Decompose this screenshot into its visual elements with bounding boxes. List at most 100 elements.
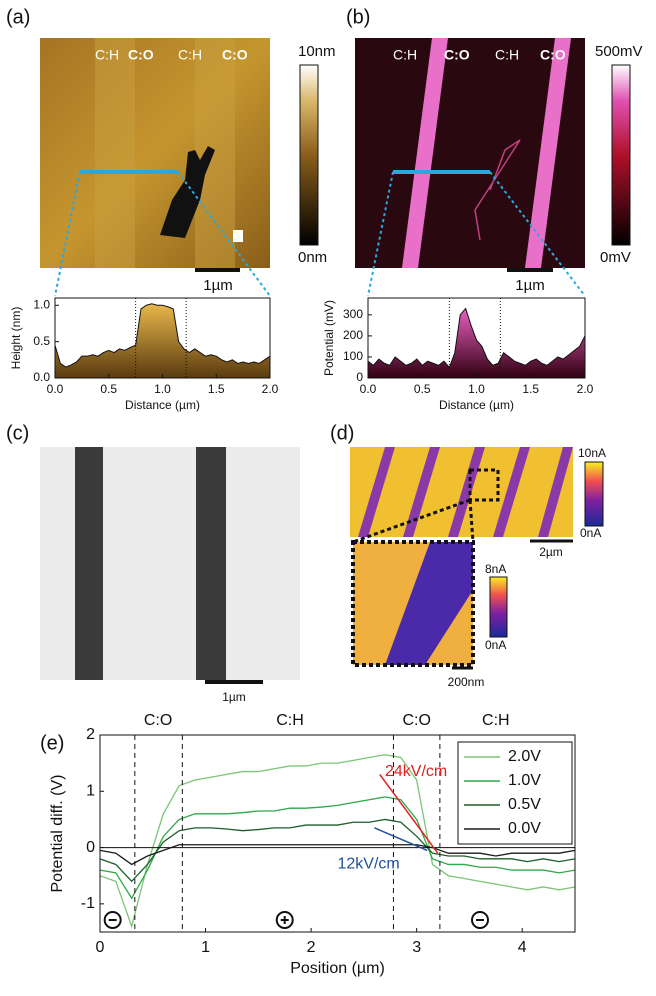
legend-label: 0.5V (508, 796, 541, 813)
y-axis-label: Height (nm) (9, 307, 23, 370)
region-label: C:H (393, 47, 417, 63)
x-tick-label: 2 (307, 939, 316, 956)
fit-label: 12kV/cm (338, 856, 400, 873)
image-panels: (a) C:H C:O C:H C:O 10nm 0nm 1µm (b) C:H… (6, 6, 643, 754)
x-axis-label: Distance (µm) (439, 398, 514, 412)
x-axis-label: Position (µm) (290, 960, 385, 977)
x-tick-label: 2.0 (262, 382, 279, 396)
zoom-line (468, 499, 475, 543)
panel-label: (b) (346, 6, 370, 28)
sign-icon (471, 911, 489, 929)
x-tick-label: 3 (412, 939, 421, 956)
y-tick-label: 200 (343, 328, 363, 342)
y-tick-label: 300 (343, 307, 363, 321)
line (99, 818, 576, 883)
x-tick-label: 4 (518, 939, 527, 956)
scale-label: 200nm (448, 675, 485, 689)
x-tick-label: 0.5 (414, 382, 431, 396)
region-label: C:O (128, 47, 154, 63)
stripe (95, 38, 135, 268)
region-label: C:H (495, 47, 519, 63)
y-axis-label: Potential diff. (V) (49, 775, 66, 893)
region-label: C:H (276, 712, 304, 729)
region-label: C:O (540, 47, 566, 63)
region-label: C:O (144, 712, 172, 729)
panel-label: (d) (330, 422, 354, 444)
area (367, 307, 586, 379)
colorbar-label: 10nm (298, 43, 336, 60)
x-tick-label: 0.0 (47, 382, 64, 396)
crack (160, 146, 215, 238)
panel-label: (c) (6, 422, 29, 444)
scale-label: 1µm (222, 690, 246, 704)
y-tick-label: 0 (356, 370, 363, 384)
zoom-box (468, 468, 500, 502)
region-label: C:H (178, 47, 202, 63)
sign-icon (103, 911, 122, 929)
x-tick-label: 2.0 (577, 382, 594, 396)
region-label: C:O (444, 47, 470, 63)
scale-label: 2µm (539, 545, 563, 559)
fit-line (379, 773, 439, 854)
x-tick-label: 1.5 (522, 382, 539, 396)
x-tick-label: 1.0 (154, 382, 171, 396)
panel-label: (e) (40, 732, 64, 754)
line (99, 796, 576, 900)
y-tick-label: 100 (343, 349, 363, 363)
x-tick-label: 1.0 (468, 382, 485, 396)
stripe (195, 38, 235, 268)
region-label: C:H (482, 712, 510, 729)
sign-icon (275, 911, 294, 929)
colorbar-label: 10nA (578, 446, 606, 460)
colorbar-label: 0mV (600, 249, 631, 266)
stripe (196, 447, 226, 680)
x-tick-label: 0 (96, 939, 105, 956)
y-tick-label: 0.0 (33, 370, 50, 384)
particle (233, 230, 243, 242)
stripes (358, 447, 573, 537)
crack (474, 139, 521, 241)
stripe (525, 38, 571, 268)
scale-label: 1µm (203, 277, 232, 294)
legend-label: 2.0V (508, 748, 541, 765)
colorbar-label: 0nA (485, 638, 506, 652)
colorbar (611, 64, 631, 246)
x-tick-label: 0.0 (360, 382, 377, 396)
y-tick-label: 1.0 (33, 297, 50, 311)
y-axis-label: Potential (mV) (322, 300, 336, 376)
scale-label: 1µm (515, 277, 544, 294)
fit-line (374, 827, 428, 852)
colorbar-label: 0nA (580, 526, 601, 540)
y-tick-label: 0.5 (33, 334, 50, 348)
region-label: C:O (402, 712, 430, 729)
legend-label: 0.0V (508, 820, 541, 837)
plot-frame (99, 734, 576, 933)
y-tick-label: 2 (86, 726, 95, 743)
region-label: C:H (95, 47, 119, 63)
guide (177, 171, 271, 297)
colorbar (584, 461, 604, 527)
legend-label: 1.0V (508, 772, 541, 789)
stripe (385, 542, 473, 665)
line (99, 754, 576, 929)
fit-label: 24kV/cm (385, 763, 447, 780)
y-tick-label: 1 (86, 783, 95, 800)
y-tick-label: 0 (86, 839, 95, 856)
x-tick-label: 1 (201, 939, 210, 956)
stripe (75, 447, 103, 680)
region-label: C:O (222, 47, 248, 63)
x-tick-label: 1.5 (208, 382, 225, 396)
inset-frame (351, 540, 475, 667)
panel-label: (a) (6, 6, 30, 28)
colorbar-label: 8nA (485, 562, 506, 576)
area (54, 303, 271, 379)
colorbar-label: 0nm (298, 249, 327, 266)
guide (489, 171, 586, 297)
x-axis-label: Distance (µm) (125, 398, 200, 412)
colorbar (489, 576, 508, 638)
colorbar (299, 64, 319, 246)
x-tick-label: 0.5 (100, 382, 117, 396)
stripe (402, 38, 448, 268)
line (99, 844, 576, 866)
